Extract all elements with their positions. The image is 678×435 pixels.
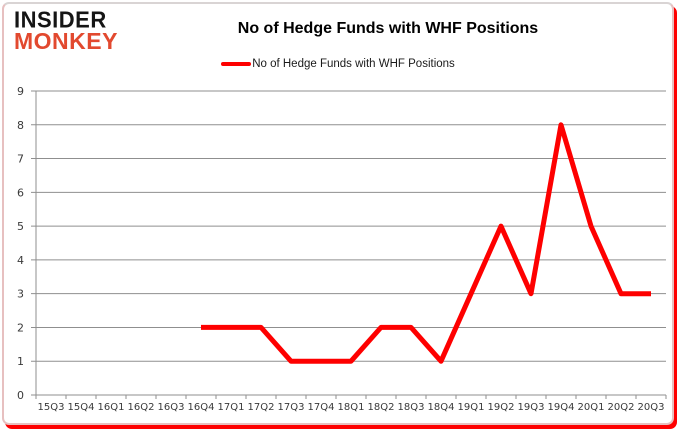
x-axis-label: 15Q3 xyxy=(38,402,65,413)
chart-widget-frame: INSIDER MONKEY No of Hedge Funds with WH… xyxy=(2,2,674,425)
insider-monkey-logo: INSIDER MONKEY xyxy=(14,6,118,54)
x-axis-label: 19Q1 xyxy=(458,402,485,413)
x-axis-label: 16Q3 xyxy=(158,402,185,413)
x-axis-label: 19Q4 xyxy=(548,402,575,413)
y-axis-label: 5 xyxy=(17,220,24,233)
x-axis-label: 18Q2 xyxy=(368,402,395,413)
x-axis-label: 19Q2 xyxy=(488,402,515,413)
chart-title: No of Hedge Funds with WHF Positions xyxy=(237,20,539,37)
legend-line-swatch xyxy=(221,62,252,66)
y-axis-label: 7 xyxy=(17,153,24,166)
y-axis-label: 1 xyxy=(17,355,24,368)
x-axis-label: 16Q1 xyxy=(98,402,125,413)
legend-label: No of Hedge Funds with WHF Positions xyxy=(252,58,455,70)
series-line-hedge-funds xyxy=(201,122,651,364)
x-axis-label: 19Q3 xyxy=(518,402,545,413)
x-axis-label: 20Q1 xyxy=(578,402,605,413)
x-axis-label: 18Q1 xyxy=(338,402,365,413)
x-axis-label: 18Q3 xyxy=(398,402,425,413)
x-axis-label: 16Q2 xyxy=(128,402,155,413)
x-axis-label: 17Q4 xyxy=(308,402,335,413)
x-axis-label: 16Q4 xyxy=(188,402,215,413)
x-axis-label: 20Q3 xyxy=(638,402,665,413)
y-axis-label: 2 xyxy=(17,321,24,334)
y-axis-label: 6 xyxy=(17,186,24,199)
x-axis-label: 15Q4 xyxy=(68,402,95,413)
x-axis-label: 18Q4 xyxy=(428,402,455,413)
legend: No of Hedge Funds with WHF Positions xyxy=(4,58,672,70)
x-axis-label: 17Q1 xyxy=(218,402,245,413)
y-axis-label: 3 xyxy=(17,288,24,301)
x-axis-label: 17Q3 xyxy=(278,402,305,413)
y-axis-label: 9 xyxy=(17,85,24,98)
y-axis-label: 4 xyxy=(17,254,24,267)
logo-text-monkey: MONKEY xyxy=(14,27,118,54)
logo-text-insider: INSIDER xyxy=(14,6,107,33)
y-axis-label: 8 xyxy=(17,119,24,132)
x-axis-label: 17Q2 xyxy=(248,402,275,413)
y-axis-label: 0 xyxy=(17,389,24,402)
x-axis-label: 20Q2 xyxy=(608,402,635,413)
